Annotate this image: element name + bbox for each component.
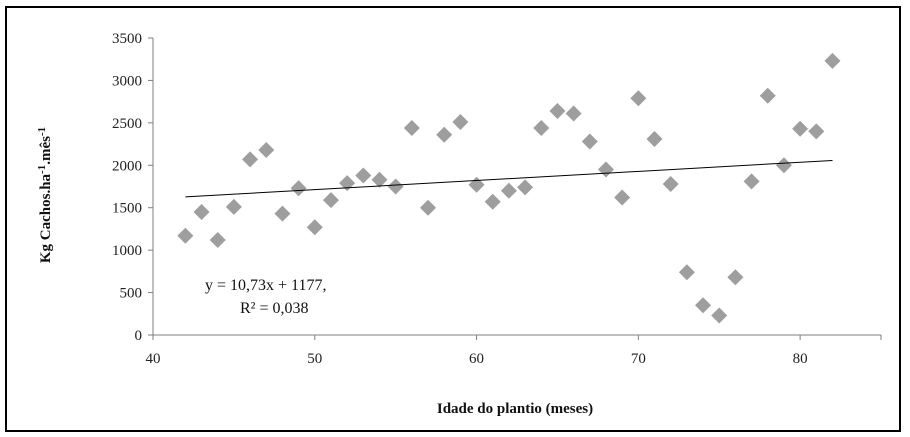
y-axis-title-sup1: -1 (36, 165, 48, 174)
data-point (371, 171, 388, 188)
data-point (808, 123, 825, 140)
data-point (387, 178, 404, 195)
data-point (517, 179, 534, 196)
data-point (727, 269, 744, 286)
x-tick-label: 50 (307, 351, 322, 367)
y-tick-label: 2500 (112, 116, 142, 132)
y-tick-label: 2000 (112, 158, 142, 174)
data-point (630, 90, 647, 107)
data-point (468, 176, 485, 193)
data-point (500, 182, 517, 199)
axes (148, 37, 882, 340)
data-point (824, 52, 841, 69)
y-axis-title-mid: .mês (38, 136, 54, 165)
chart-frame (5, 6, 901, 432)
x-tick-label: 80 (793, 351, 808, 367)
data-point (225, 198, 242, 215)
data-point (177, 227, 194, 244)
data-point (258, 142, 275, 159)
y-tick-label: 1500 (112, 201, 142, 217)
x-tick-label: 70 (631, 351, 646, 367)
data-point (322, 192, 339, 209)
data-point (533, 119, 550, 136)
data-point (759, 87, 776, 104)
data-point (339, 175, 356, 192)
data-point (646, 130, 663, 147)
data-point (274, 205, 291, 222)
data-point (549, 102, 566, 119)
data-point (452, 114, 469, 131)
x-tick-label: 40 (146, 351, 161, 367)
data-point (242, 151, 259, 168)
data-point (614, 189, 631, 206)
data-point (695, 297, 712, 314)
y-axis-title-main: Kg Cachos.ha (38, 173, 54, 263)
tick-labels: 0 500 1000 1500 2000 2500 3000 3500 40 50 60 70 80 (112, 31, 808, 367)
data-point (711, 307, 728, 324)
y-axis-title-sup2: -1 (36, 127, 48, 136)
data-point (484, 193, 501, 210)
data-point (565, 105, 582, 122)
data-point (792, 120, 809, 137)
trendline-r2: R² = 0,038 (240, 300, 309, 317)
data-point (743, 173, 760, 190)
y-tick-label: 3500 (112, 31, 142, 47)
data-point (355, 167, 372, 184)
data-point (193, 203, 210, 220)
data-point (775, 157, 792, 174)
data-point (678, 264, 695, 281)
y-axis-title: Kg Cachos.ha-1.mês-1 (36, 127, 54, 263)
x-axis-title: Idade do plantio (meses) (437, 401, 593, 417)
data-point (403, 119, 420, 136)
trendline-group (185, 159, 833, 198)
data-point (436, 126, 453, 143)
y-tick-label: 3000 (112, 73, 142, 89)
data-point (290, 180, 307, 197)
y-tick-label: 0 (135, 328, 143, 344)
x-tick-label: 60 (469, 351, 484, 367)
data-point (209, 231, 226, 248)
trendline (185, 159, 833, 198)
data-point (662, 175, 679, 192)
data-point (597, 161, 614, 178)
data-point (420, 199, 437, 216)
data-point (581, 133, 598, 150)
data-point (306, 219, 323, 236)
trendline-equation: y = 10,73x + 1177, (205, 277, 326, 294)
y-tick-label: 1000 (112, 243, 142, 259)
y-tick-label: 500 (120, 286, 143, 302)
